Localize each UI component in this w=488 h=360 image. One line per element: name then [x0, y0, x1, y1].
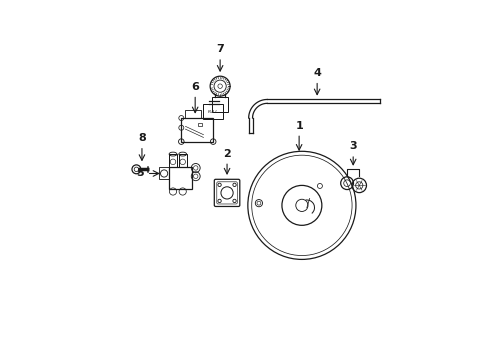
Text: 6: 6	[191, 82, 199, 92]
Bar	[181, 118, 213, 141]
Text: 5: 5	[136, 168, 143, 179]
Bar	[198, 123, 202, 126]
Bar	[212, 97, 227, 112]
Text: 1: 1	[295, 121, 303, 131]
Bar	[203, 104, 223, 120]
Text: FULL: FULL	[207, 110, 218, 114]
Text: 8: 8	[138, 133, 145, 143]
Bar	[168, 167, 192, 189]
Text: 3: 3	[348, 141, 356, 151]
Text: 2: 2	[223, 149, 230, 158]
Text: 7: 7	[216, 44, 224, 54]
Bar	[179, 154, 186, 167]
Bar	[169, 154, 177, 167]
Text: 4: 4	[312, 68, 321, 78]
Bar	[185, 110, 200, 118]
